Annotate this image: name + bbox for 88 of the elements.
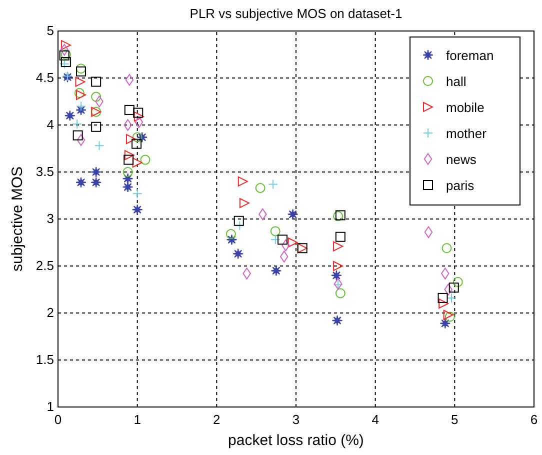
point xyxy=(332,315,343,326)
point xyxy=(438,298,449,309)
point xyxy=(124,154,134,165)
y-tick-label: 2 xyxy=(46,305,54,320)
y-tick-label: 4.5 xyxy=(36,70,54,85)
x-axis-title: packet loss ratio (%) xyxy=(228,432,364,449)
point xyxy=(331,270,342,281)
point xyxy=(134,116,144,128)
x-tick-label: 3 xyxy=(292,412,300,427)
point xyxy=(91,92,102,102)
point xyxy=(226,229,236,240)
legend-label: foreman xyxy=(446,48,494,63)
point xyxy=(64,110,76,122)
y-tick-label: 5 xyxy=(46,23,54,38)
x-tick-label: 1 xyxy=(134,412,141,427)
point xyxy=(238,176,248,186)
point xyxy=(132,204,143,216)
y-axis-title: subjective MOS xyxy=(9,166,26,272)
point xyxy=(444,284,452,296)
x-tick-label: 5 xyxy=(451,412,458,427)
point xyxy=(132,158,142,168)
legend-label: news xyxy=(446,152,477,167)
point xyxy=(132,188,142,199)
point xyxy=(132,138,142,149)
point xyxy=(90,176,102,188)
point xyxy=(442,243,452,254)
point xyxy=(140,154,150,165)
point xyxy=(124,150,134,160)
point xyxy=(76,176,86,188)
point xyxy=(255,182,266,193)
point xyxy=(76,66,86,76)
x-tick-label: 4 xyxy=(372,412,379,427)
point xyxy=(124,119,132,131)
y-tick-label: 1.5 xyxy=(36,352,54,367)
point xyxy=(268,179,278,190)
y-tick-label: 1 xyxy=(46,399,54,414)
legend-label: hall xyxy=(446,74,466,89)
point xyxy=(94,140,104,151)
point xyxy=(134,112,144,122)
point xyxy=(239,198,250,208)
point xyxy=(91,122,102,132)
legend-label: paris xyxy=(446,178,475,193)
chart-title: PLR vs subjective MOS on dataset-1 xyxy=(190,6,402,21)
point xyxy=(448,282,459,293)
point xyxy=(126,134,136,144)
point xyxy=(95,96,104,108)
point xyxy=(280,250,288,262)
point xyxy=(452,276,463,287)
point xyxy=(72,130,83,140)
point xyxy=(90,166,102,178)
y-tick-label: 4 xyxy=(46,117,54,132)
point xyxy=(60,40,71,50)
point xyxy=(270,226,280,236)
y-tick-label: 3 xyxy=(46,211,54,226)
point xyxy=(270,265,282,276)
point xyxy=(72,119,82,130)
point xyxy=(278,234,288,245)
point xyxy=(76,101,86,112)
point xyxy=(124,104,134,115)
point xyxy=(288,238,298,248)
point xyxy=(335,232,346,242)
y-tick-label: 3.5 xyxy=(36,164,54,179)
point xyxy=(122,182,134,192)
point xyxy=(242,268,251,280)
x-tick-label: 0 xyxy=(54,412,62,427)
point xyxy=(234,216,244,226)
point xyxy=(335,288,346,298)
x-tick-label: 2 xyxy=(213,412,220,427)
point xyxy=(91,76,102,87)
point xyxy=(75,76,86,87)
legend-label: mother xyxy=(446,126,488,141)
point xyxy=(333,241,344,252)
point xyxy=(441,268,450,280)
point xyxy=(76,64,86,74)
y-tick-label: 2.5 xyxy=(36,258,54,273)
point xyxy=(270,234,280,245)
point xyxy=(287,208,298,220)
point xyxy=(232,248,244,260)
point xyxy=(132,132,142,142)
point xyxy=(446,292,456,303)
point xyxy=(76,134,86,146)
legend-label: mobile xyxy=(446,100,484,115)
x-tick-label: 6 xyxy=(530,412,538,427)
point xyxy=(438,292,448,303)
point xyxy=(122,167,133,177)
point xyxy=(133,108,144,118)
point xyxy=(424,226,433,238)
point xyxy=(333,261,344,271)
